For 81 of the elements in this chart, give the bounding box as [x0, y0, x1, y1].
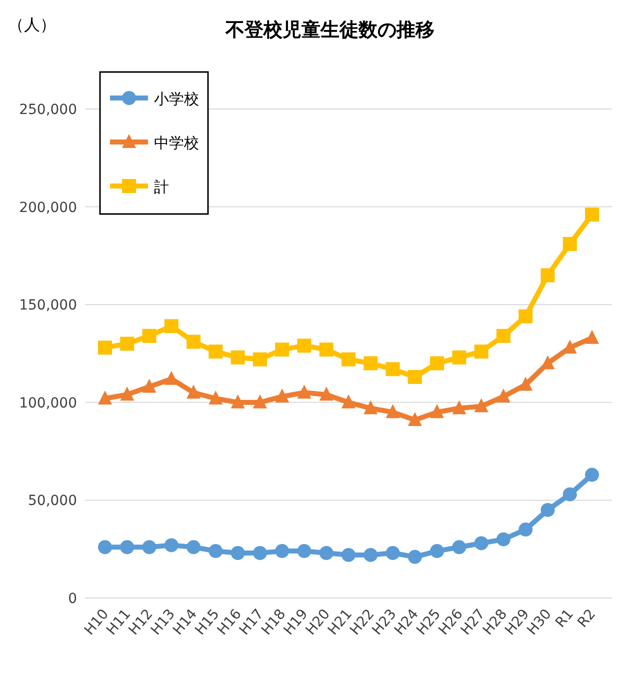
legend-label: 小学校	[154, 90, 199, 108]
point	[142, 378, 156, 393]
point	[342, 394, 356, 408]
point	[518, 309, 533, 324]
point	[474, 536, 488, 550]
chart-title: 不登校児童生徒数の推移	[224, 19, 434, 41]
point	[186, 334, 201, 349]
point	[562, 236, 577, 251]
point	[452, 540, 466, 554]
point	[142, 328, 156, 343]
point	[496, 328, 510, 343]
point	[208, 390, 223, 404]
point	[120, 336, 134, 351]
point	[297, 338, 312, 353]
point	[164, 319, 178, 334]
y-tick-label: 100,000	[19, 395, 77, 412]
point	[452, 400, 466, 414]
point	[98, 340, 112, 355]
point	[386, 362, 400, 376]
point	[430, 404, 444, 418]
point	[297, 384, 312, 399]
point	[342, 352, 356, 366]
y-tick-label: 150,000	[19, 298, 77, 314]
point	[474, 398, 488, 412]
point	[408, 412, 422, 426]
point	[408, 370, 422, 384]
point	[275, 544, 290, 558]
point	[496, 532, 510, 546]
point	[585, 208, 599, 222]
y-tick-label: 250,000	[19, 102, 77, 118]
point	[430, 356, 444, 370]
point	[186, 384, 201, 399]
point	[275, 388, 290, 403]
point	[120, 386, 134, 401]
point	[230, 546, 245, 560]
point	[164, 370, 178, 385]
legend-label: 中学校	[154, 134, 199, 152]
y-tick-label: 0	[68, 591, 77, 607]
point	[319, 386, 334, 401]
point	[208, 544, 223, 558]
point	[518, 522, 533, 537]
y-tick-label: 50,000	[28, 493, 77, 510]
point	[408, 550, 422, 564]
point	[430, 544, 444, 558]
point	[474, 344, 488, 359]
point	[98, 540, 112, 554]
x-tick-label: R1	[552, 606, 577, 631]
point	[364, 356, 378, 370]
point	[342, 548, 356, 562]
point	[585, 330, 599, 344]
point	[230, 350, 245, 364]
point	[252, 394, 267, 408]
point	[364, 548, 378, 562]
legend-label: 計	[154, 178, 169, 196]
point	[319, 342, 334, 357]
point	[252, 546, 267, 560]
point	[452, 350, 466, 364]
point	[585, 468, 599, 482]
point	[540, 355, 555, 370]
x-tick-label: R2	[574, 606, 600, 631]
point	[208, 344, 223, 359]
point	[142, 540, 156, 554]
point	[364, 400, 378, 414]
point	[562, 487, 577, 502]
point	[120, 540, 134, 554]
point	[319, 546, 334, 560]
point	[518, 376, 533, 391]
point	[540, 502, 555, 517]
point	[496, 388, 510, 403]
point	[386, 404, 400, 418]
point	[275, 342, 290, 357]
point	[164, 538, 178, 552]
point	[230, 394, 245, 408]
y-tick-label: 200,000	[19, 200, 77, 216]
point	[98, 390, 112, 404]
point	[540, 268, 555, 282]
point	[186, 540, 201, 554]
y-axis-title: （人）	[8, 15, 56, 34]
point	[386, 546, 400, 560]
point	[297, 544, 312, 558]
point	[252, 352, 267, 366]
